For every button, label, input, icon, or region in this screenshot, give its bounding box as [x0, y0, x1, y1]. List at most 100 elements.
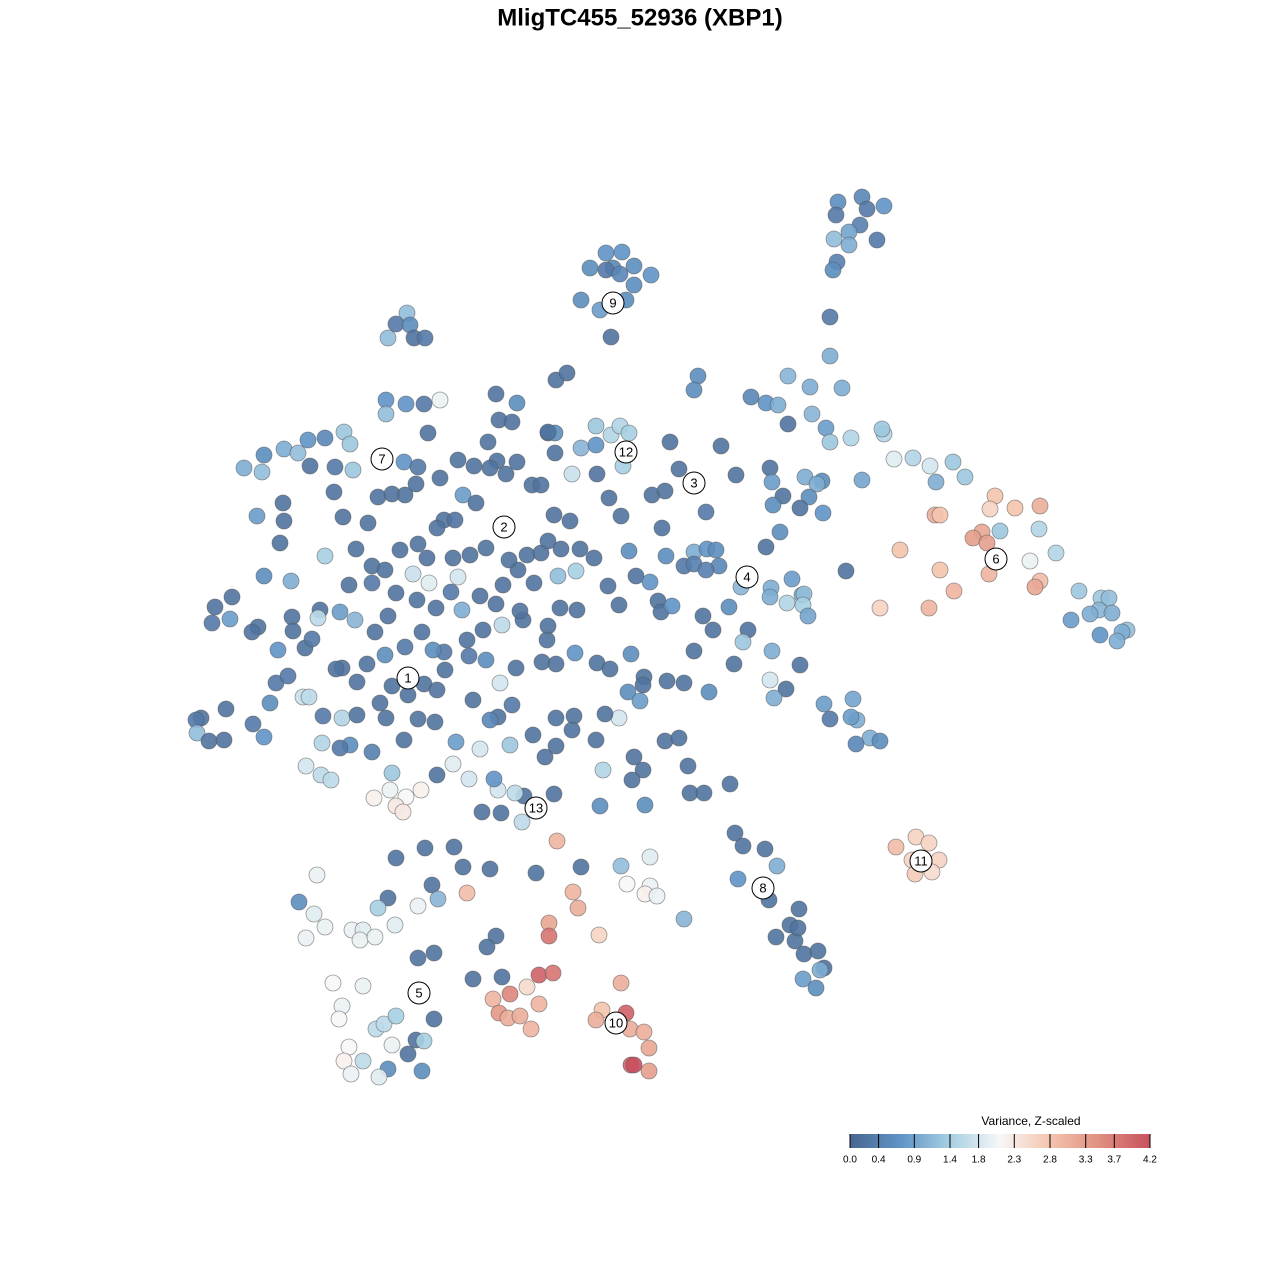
- point: [314, 707, 332, 725]
- point: [602, 328, 620, 346]
- point: [533, 653, 551, 671]
- point: [363, 743, 381, 761]
- point: [423, 876, 441, 894]
- point: [206, 598, 224, 616]
- point: [778, 594, 796, 612]
- point: [581, 259, 599, 277]
- point: [491, 674, 509, 692]
- point: [383, 1036, 401, 1054]
- point: [379, 607, 397, 625]
- point: [547, 737, 565, 755]
- point: [518, 546, 536, 564]
- point: [344, 461, 362, 479]
- point: [636, 796, 654, 814]
- point: [454, 486, 472, 504]
- point: [331, 739, 349, 757]
- point: [471, 587, 489, 605]
- point: [791, 499, 809, 517]
- point: [428, 681, 446, 699]
- point: [931, 506, 949, 524]
- point: [779, 367, 797, 385]
- point: [316, 918, 334, 936]
- point: [269, 641, 287, 659]
- colorbar-gradient: [850, 1134, 1150, 1148]
- point: [600, 489, 618, 507]
- point: [425, 944, 443, 962]
- point: [875, 197, 893, 215]
- point: [964, 529, 982, 547]
- point: [376, 646, 394, 664]
- cluster-label: 8: [759, 880, 766, 895]
- point: [445, 838, 463, 856]
- point: [303, 630, 321, 648]
- point: [625, 257, 643, 275]
- point: [464, 691, 482, 709]
- point: [340, 1038, 358, 1056]
- cluster-label: 1: [404, 670, 411, 685]
- point: [757, 538, 775, 556]
- colorbar-tick-label: 3.3: [1079, 1155, 1093, 1166]
- colorbar-tick-label: 1.8: [972, 1155, 986, 1166]
- point: [431, 469, 449, 487]
- point: [501, 985, 519, 1003]
- point: [783, 570, 801, 588]
- point: [707, 541, 725, 559]
- point: [474, 621, 492, 639]
- point: [597, 261, 615, 279]
- point: [347, 540, 365, 558]
- point: [1108, 632, 1126, 650]
- point: [1021, 552, 1039, 570]
- point: [712, 437, 730, 455]
- colorbar-tick-label: 1.4: [943, 1155, 957, 1166]
- point: [768, 857, 786, 875]
- point: [885, 450, 903, 468]
- point: [811, 961, 829, 979]
- point: [404, 565, 422, 583]
- point: [873, 420, 891, 438]
- cluster-label: 9: [609, 295, 616, 310]
- point: [243, 623, 261, 641]
- point: [413, 623, 431, 641]
- point: [561, 512, 579, 530]
- point: [290, 893, 308, 911]
- point: [871, 599, 889, 617]
- point: [369, 488, 387, 506]
- point: [299, 431, 317, 449]
- point: [587, 417, 605, 435]
- cluster-label-badge: [524, 796, 548, 820]
- point: [188, 724, 206, 742]
- point: [656, 482, 674, 500]
- point: [842, 429, 860, 447]
- point: [779, 415, 797, 433]
- point: [235, 459, 253, 477]
- point: [833, 379, 851, 397]
- point: [387, 849, 405, 867]
- point: [538, 631, 556, 649]
- point: [567, 562, 585, 580]
- point: [591, 797, 609, 815]
- point: [956, 468, 974, 486]
- point: [342, 1065, 360, 1083]
- point: [396, 486, 414, 504]
- point: [493, 968, 511, 986]
- colorbar-tick-label: 0.4: [872, 1155, 886, 1166]
- point: [920, 599, 938, 617]
- point: [477, 651, 495, 669]
- point: [1006, 499, 1024, 517]
- point: [444, 755, 462, 773]
- point: [453, 601, 471, 619]
- point: [427, 599, 445, 617]
- point: [409, 710, 427, 728]
- point: [551, 599, 569, 617]
- point: [325, 483, 343, 501]
- point: [481, 711, 499, 729]
- point: [255, 567, 273, 585]
- colorbar-tick-label: 3.7: [1107, 1155, 1121, 1166]
- colorbar-tick-label: 2.3: [1007, 1155, 1021, 1166]
- point: [436, 661, 454, 679]
- point: [927, 473, 945, 491]
- point: [248, 507, 266, 525]
- point: [379, 889, 397, 907]
- point: [853, 471, 871, 489]
